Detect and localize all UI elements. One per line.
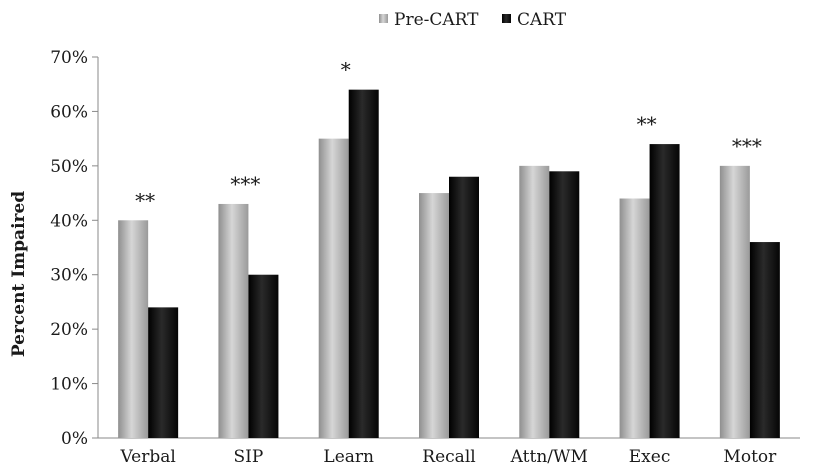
- y-ticks: 0% 10% 20% 30% 40% 50% 60% 70%: [50, 48, 98, 449]
- bar-pre-cart: [719, 165, 750, 438]
- y-axis-label: Percent Impaired: [9, 191, 29, 357]
- bar-cart: [348, 89, 379, 439]
- y-tick-label: 40%: [50, 211, 88, 231]
- bar-pre-cart: [318, 138, 349, 438]
- x-tick-label: Motor: [723, 447, 777, 467]
- x-tick-label: Learn: [323, 447, 374, 467]
- x-tick-label: SIP: [234, 447, 264, 467]
- significance-label: **: [637, 112, 657, 136]
- significance-label: **: [135, 188, 155, 212]
- y-tick-label: 60%: [50, 102, 88, 122]
- y-tick-label: 70%: [50, 48, 88, 68]
- bar-pre-cart: [118, 220, 149, 438]
- significance-label: ***: [732, 134, 762, 158]
- bar-cart: [549, 171, 580, 439]
- significance-label: ***: [230, 172, 260, 196]
- y-tick-label: 10%: [50, 375, 88, 395]
- bar-cart: [649, 144, 680, 439]
- bar-cart: [148, 307, 179, 438]
- legend: Pre-CART CART: [379, 10, 567, 30]
- x-tick-label: Exec: [629, 447, 671, 467]
- bar-cart: [749, 242, 780, 438]
- bar-pre-cart: [619, 198, 650, 438]
- significance-labels: ***********: [135, 58, 762, 213]
- legend-swatch-cart: [502, 14, 511, 23]
- significance-label: *: [341, 58, 351, 82]
- bar-cart: [248, 274, 279, 438]
- x-tick-label: Verbal: [119, 447, 175, 467]
- x-tick-labels: Verbal SIP Learn Recall Attn/WM Exec Motor: [119, 447, 777, 467]
- bar-cart: [449, 176, 479, 438]
- y-tick-label: 50%: [50, 157, 88, 177]
- bar-pre-cart: [218, 203, 249, 438]
- bar-pre-cart: [419, 193, 449, 438]
- bars: [118, 89, 780, 439]
- y-tick-label: 30%: [50, 266, 88, 286]
- x-tick-label: Attn/WM: [510, 447, 588, 467]
- y-tick-label: 0%: [61, 429, 88, 449]
- x-tick-label: Recall: [422, 447, 475, 467]
- y-tick-label: 20%: [50, 320, 88, 340]
- bar-pre-cart: [519, 165, 550, 438]
- legend-swatch-pre-cart: [379, 14, 388, 23]
- legend-label-cart: CART: [517, 10, 567, 30]
- legend-label-pre-cart: Pre-CART: [394, 10, 479, 30]
